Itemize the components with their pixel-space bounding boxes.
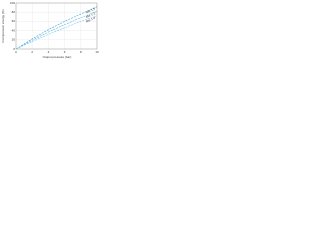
plot-frame [15, 2, 98, 50]
x-tick-label: 4 [48, 50, 50, 54]
x-axis-label: Output pressure (bar) [43, 55, 72, 59]
series-line [15, 15, 98, 50]
y-tick-label: 60 [12, 19, 16, 23]
chart: Compression energy (%) Output pressure (… [1, 1, 99, 59]
series-label: Mix 1.5 [85, 7, 96, 15]
y-tick-label: 100 [10, 1, 15, 5]
x-tick-label: 0 [15, 50, 17, 54]
y-axis-label: Compression energy (%) [1, 9, 5, 42]
y-tick-label: 80 [12, 10, 16, 14]
x-tick-label: 8 [80, 50, 82, 54]
y-tick-label: 40 [12, 28, 16, 32]
x-tick-label: 2 [31, 50, 33, 54]
y-tick-label: 20 [12, 38, 16, 42]
y-tick-label: 0 [13, 47, 15, 51]
x-tick-label: 6 [64, 50, 66, 54]
series-label: Mix 1.2 [85, 11, 96, 19]
series-line [15, 11, 98, 50]
x-tick-label: 10 [95, 50, 99, 54]
series-label: Mix 1.0 [85, 16, 96, 24]
page: Compression energy (%) Output pressure (… [0, 0, 100, 60]
series-line [15, 6, 98, 50]
